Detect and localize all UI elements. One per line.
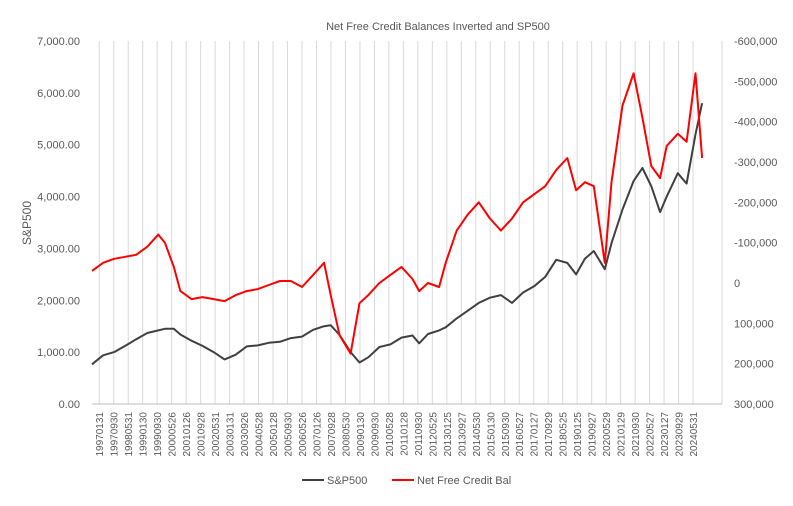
x-tick-label: 20210930 bbox=[631, 412, 642, 457]
y-tick-label-left: 5,000.00 bbox=[37, 140, 80, 152]
x-tick-label: 19970930 bbox=[110, 412, 121, 457]
x-tick-label: 20100528 bbox=[385, 412, 396, 457]
grid bbox=[98, 41, 723, 404]
x-tick-label: 20230127 bbox=[660, 412, 671, 457]
y-tick-label-right: 300,000 bbox=[734, 399, 774, 411]
x-tick-label: 20210129 bbox=[617, 412, 628, 457]
x-tick-label: 19990930 bbox=[153, 412, 164, 457]
x-tick-label: 20030131 bbox=[226, 412, 237, 457]
x-tick-label: 20110930 bbox=[414, 412, 425, 456]
y-axis-label-left: S&P500 bbox=[20, 201, 34, 245]
chart-title: Net Free Credit Balances Inverted and SP… bbox=[326, 21, 550, 33]
x-tick-label: 20160527 bbox=[515, 412, 526, 457]
x-tick-label: 20130125 bbox=[443, 412, 454, 457]
y-tick-label-left: 3,000.00 bbox=[37, 243, 80, 255]
x-tick-label: 20030926 bbox=[240, 412, 251, 457]
x-tick-label: 20050128 bbox=[269, 412, 280, 457]
legend: S&P500 Net Free Credit Bal bbox=[302, 475, 511, 487]
x-tick-label: 20120525 bbox=[428, 412, 439, 457]
x-tick-label: 20230929 bbox=[675, 412, 686, 457]
y-tick-label-left: 7,000.00 bbox=[37, 36, 80, 48]
y-tick-label-left: 1,000.00 bbox=[37, 347, 80, 359]
series-line-sp500 bbox=[91, 102, 704, 366]
legend-label: S&P500 bbox=[327, 475, 367, 487]
y-tick-label-right: -500,000 bbox=[734, 76, 777, 88]
x-tick-label: 20150130 bbox=[486, 412, 497, 457]
x-tick-label: 20070928 bbox=[327, 412, 338, 457]
y-tick-label-left: 6,000.00 bbox=[37, 88, 80, 100]
y-tick-label-right: -300,000 bbox=[734, 157, 777, 169]
x-tick-label: 20080530 bbox=[341, 412, 352, 457]
x-tick-label: 20040528 bbox=[255, 412, 266, 457]
series-line-net-free-credit bbox=[91, 72, 704, 355]
x-tick-label: 20190927 bbox=[588, 412, 599, 457]
y-tick-label-right: 0 bbox=[734, 278, 740, 290]
x-tick-label: 19980531 bbox=[124, 412, 135, 457]
x-tick-label: 20130927 bbox=[457, 412, 468, 457]
x-tick-label: 20050930 bbox=[284, 412, 295, 457]
x-tick-label: 20170929 bbox=[544, 412, 555, 457]
axes: 19970131 19970930 19980531 19990130 19990930… bbox=[37, 36, 777, 457]
x-tick-label: 20150930 bbox=[501, 412, 512, 457]
x-tick-label: 20000526 bbox=[168, 412, 179, 457]
y-tick-label-right: -400,000 bbox=[734, 117, 777, 129]
y-tick-label-left: 0.00 bbox=[59, 399, 80, 411]
y-tick-label-left: 4,000.00 bbox=[37, 192, 80, 204]
x-tick-label: 20090130 bbox=[356, 412, 367, 457]
x-tick-label: 20110128 bbox=[399, 412, 410, 456]
y-tick-label-left: 2,000.00 bbox=[37, 295, 80, 307]
x-tick-label: 20220527 bbox=[646, 412, 657, 457]
x-tick-label: 19970131 bbox=[95, 412, 106, 457]
x-tick-label: 20200529 bbox=[602, 412, 613, 457]
x-tick-label: 20020531 bbox=[211, 412, 222, 457]
y-tick-label-right: 200,000 bbox=[734, 359, 774, 371]
x-tick-label: 20240531 bbox=[689, 412, 700, 457]
x-tick-label: 20070126 bbox=[312, 412, 323, 457]
x-tick-label: 20010928 bbox=[197, 412, 208, 457]
y-tick-label-right: -200,000 bbox=[734, 197, 777, 209]
y-tick-label-right: 100,000 bbox=[734, 318, 774, 330]
x-tick-label: 20140530 bbox=[472, 412, 483, 457]
x-tick-label: 20190125 bbox=[573, 412, 584, 457]
x-tick-label: 20010126 bbox=[182, 412, 193, 457]
y-tick-label-right: -600,000 bbox=[734, 36, 777, 48]
x-tick-label: 20180525 bbox=[559, 412, 570, 457]
legend-label: Net Free Credit Bal bbox=[417, 475, 511, 487]
x-tick-label: 20060526 bbox=[298, 412, 309, 457]
x-tick-label: 19990130 bbox=[139, 412, 150, 457]
y-tick-label-right: -100,000 bbox=[734, 238, 777, 250]
series-layer bbox=[91, 72, 704, 366]
x-tick-label: 20090930 bbox=[370, 412, 381, 457]
x-tick-label: 20170127 bbox=[530, 412, 541, 457]
